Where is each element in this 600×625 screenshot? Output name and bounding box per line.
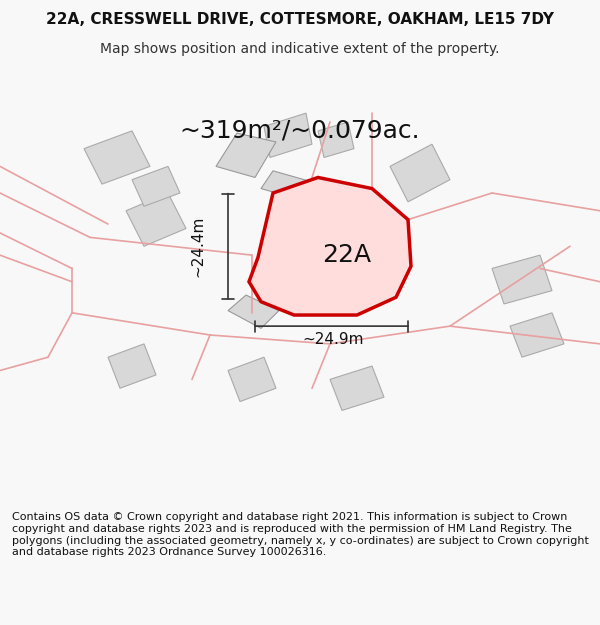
Polygon shape bbox=[261, 171, 312, 199]
Polygon shape bbox=[318, 122, 354, 158]
Polygon shape bbox=[84, 131, 150, 184]
Polygon shape bbox=[228, 295, 279, 328]
Text: 22A, CRESSWELL DRIVE, COTTESMORE, OAKHAM, LE15 7DY: 22A, CRESSWELL DRIVE, COTTESMORE, OAKHAM… bbox=[46, 12, 554, 27]
Text: Contains OS data © Crown copyright and database right 2021. This information is : Contains OS data © Crown copyright and d… bbox=[12, 512, 589, 558]
Text: ~24.4m: ~24.4m bbox=[191, 216, 205, 277]
Text: ~24.9m: ~24.9m bbox=[302, 332, 364, 347]
Polygon shape bbox=[228, 357, 276, 402]
Polygon shape bbox=[108, 344, 156, 388]
Polygon shape bbox=[249, 177, 411, 315]
Polygon shape bbox=[132, 166, 180, 206]
Polygon shape bbox=[126, 193, 186, 246]
Polygon shape bbox=[264, 113, 312, 158]
Polygon shape bbox=[510, 313, 564, 358]
Polygon shape bbox=[216, 133, 276, 178]
Polygon shape bbox=[276, 242, 366, 288]
Polygon shape bbox=[492, 255, 552, 304]
Polygon shape bbox=[390, 144, 450, 202]
Text: ~319m²/~0.079ac.: ~319m²/~0.079ac. bbox=[179, 119, 421, 143]
Polygon shape bbox=[330, 366, 384, 411]
Text: Map shows position and indicative extent of the property.: Map shows position and indicative extent… bbox=[100, 42, 500, 56]
Text: 22A: 22A bbox=[322, 243, 371, 267]
